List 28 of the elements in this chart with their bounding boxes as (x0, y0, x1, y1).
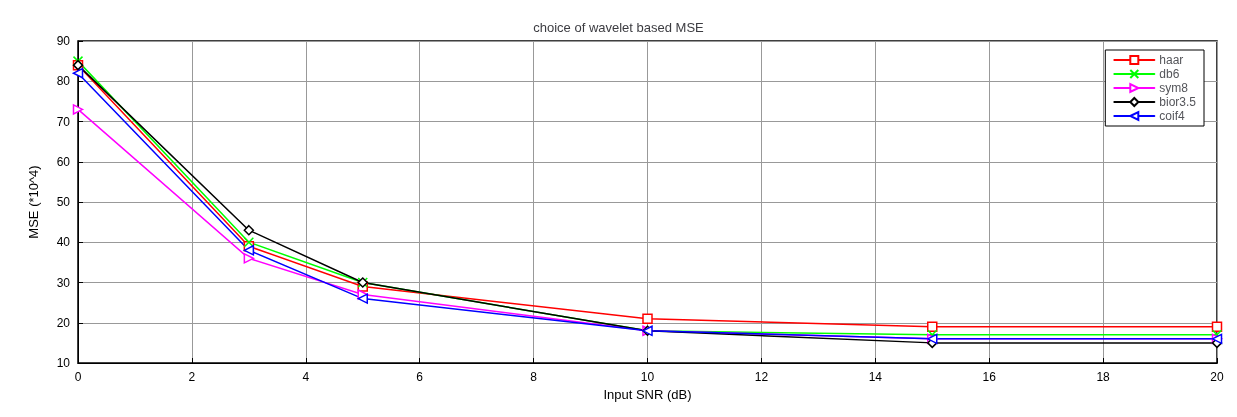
legend-label: haar (1159, 53, 1184, 67)
chart-title: choice of wavelet based MSE (533, 20, 705, 35)
x-tick-label: 6 (416, 370, 424, 384)
x-tick-label: 0 (74, 370, 82, 384)
x-tick-label: 20 (1210, 370, 1224, 384)
x-tick-label: 10 (640, 370, 655, 384)
x-tick-label: 18 (1096, 370, 1111, 384)
x-tick-label: 8 (530, 370, 538, 384)
y-tick-label: 20 (56, 315, 71, 330)
x-axis-title: Input SNR (dB) (603, 386, 692, 402)
y-tick-label: 60 (56, 154, 71, 169)
legend-label: db6 (1159, 67, 1180, 81)
y-tick-label: 50 (56, 195, 71, 209)
legend-label: coif4 (1159, 109, 1185, 123)
x-tick-label: 12 (754, 370, 769, 384)
y-tick-label: 30 (56, 275, 71, 290)
x-tick-label: 14 (868, 370, 883, 384)
y-axis-title: MSE (*10^4) (26, 165, 41, 239)
x-tick-label: 2 (188, 370, 196, 384)
y-tick-label: 10 (56, 356, 71, 370)
y-tick-label: 40 (56, 235, 71, 250)
legend-label: bior3.5 (1159, 95, 1197, 109)
y-tick-label: 80 (56, 74, 71, 89)
legend-label: sym8 (1159, 81, 1189, 95)
x-tick-label: 4 (302, 370, 310, 384)
x-tick-label: 16 (982, 370, 997, 384)
y-tick-label: 90 (56, 34, 71, 48)
y-tick-label: 70 (56, 114, 71, 129)
